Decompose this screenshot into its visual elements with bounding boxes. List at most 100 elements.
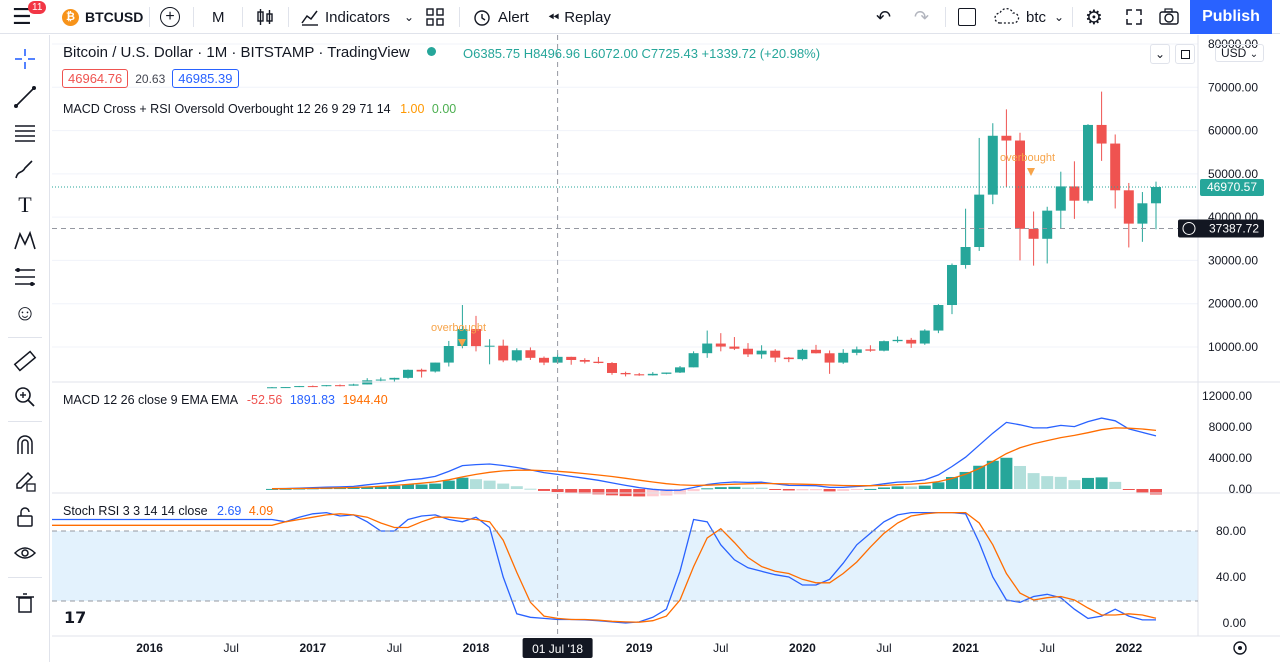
prediction-tool[interactable] bbox=[0, 259, 50, 295]
ruler-icon bbox=[13, 350, 37, 372]
rewind-icon: ⏪︎ bbox=[548, 8, 560, 25]
macd-histogram-bar bbox=[578, 489, 591, 494]
time-axis-label: Jul bbox=[1040, 641, 1055, 655]
candle-body bbox=[743, 348, 753, 355]
fullscreen-button[interactable] bbox=[1124, 0, 1144, 34]
candle-body bbox=[783, 357, 794, 360]
trash-icon bbox=[16, 593, 34, 613]
publish-button[interactable]: Publish bbox=[1190, 0, 1272, 34]
maximize-pane-button[interactable] bbox=[1175, 44, 1195, 64]
fib-retracement-icon bbox=[15, 125, 35, 142]
chart-title[interactable]: Bitcoin / U.S. Dollar · 1M · BITSTAMP · … bbox=[63, 44, 410, 61]
chevron-down-icon: ⌄ bbox=[1154, 47, 1166, 61]
brush-tool[interactable] bbox=[0, 151, 50, 187]
menu-button[interactable]: ☰ bbox=[12, 0, 32, 34]
stoch-axis-label: 40.00 bbox=[1216, 570, 1246, 584]
macd-histogram-bar bbox=[837, 489, 850, 491]
bid-price[interactable]: 46964.76 bbox=[62, 69, 129, 88]
interval-button[interactable]: M bbox=[212, 0, 225, 34]
compare-button[interactable]: + bbox=[160, 0, 180, 34]
stay-in-drawing-tool[interactable] bbox=[0, 463, 50, 499]
candle-body bbox=[715, 343, 726, 347]
candle-body bbox=[933, 305, 944, 331]
templates-button[interactable] bbox=[425, 0, 445, 34]
candle-body bbox=[443, 346, 454, 363]
chevron-down-icon[interactable]: ⌄ bbox=[404, 10, 415, 24]
gear-icon: ⚙︎ bbox=[1085, 6, 1103, 29]
plus-circle-icon: + bbox=[160, 7, 180, 27]
settings-button[interactable]: ⚙︎ bbox=[1085, 0, 1103, 34]
candle-body bbox=[892, 339, 903, 342]
cloud-icon bbox=[994, 7, 1020, 24]
candle-body bbox=[321, 385, 332, 387]
collapse-legend-button[interactable]: ⌄ bbox=[1150, 44, 1170, 64]
candle-body bbox=[634, 374, 645, 376]
stoch-k-line bbox=[52, 511, 1156, 624]
candle-body bbox=[1096, 124, 1107, 144]
replay-button[interactable]: ⏪︎ Replay bbox=[548, 0, 611, 34]
pattern-tool[interactable] bbox=[0, 223, 50, 259]
icons-tool[interactable]: ☺ bbox=[0, 295, 50, 331]
crosshair-date-value: 01 Jul '18 bbox=[532, 642, 583, 656]
undo-button[interactable]: ↶ bbox=[876, 0, 891, 34]
candle-body bbox=[389, 377, 400, 380]
macd-histogram-bar bbox=[510, 486, 523, 489]
crosshair-tool[interactable] bbox=[0, 41, 50, 77]
lock-drawings-tool[interactable] bbox=[0, 499, 50, 535]
zoom-tool[interactable] bbox=[0, 379, 50, 415]
chevron-down-icon: ⌄ bbox=[1054, 10, 1065, 24]
candles bbox=[267, 91, 1161, 389]
indicators-button[interactable]: Indicators ⌄ bbox=[300, 0, 414, 34]
macd-histogram-bar bbox=[932, 482, 945, 489]
macd-histogram-bar bbox=[279, 488, 292, 490]
text-tool[interactable]: T bbox=[0, 187, 50, 223]
layout-button[interactable] bbox=[958, 0, 976, 34]
indicators-label: Indicators bbox=[325, 8, 391, 26]
magnet-tool[interactable] bbox=[0, 427, 50, 463]
chart-type-button[interactable] bbox=[255, 0, 275, 34]
redo-button[interactable]: ↷ bbox=[914, 0, 929, 34]
price-axis-label: 70000.00 bbox=[1208, 80, 1258, 94]
time-axis-label: 2022 bbox=[1115, 641, 1142, 655]
measure-tool[interactable] bbox=[0, 343, 50, 379]
currency-selector[interactable]: USD ⌄ bbox=[1215, 44, 1265, 62]
macd-histogram-bar bbox=[606, 489, 618, 496]
macd-histogram-bar bbox=[1122, 489, 1135, 490]
alert-button[interactable]: Alert bbox=[472, 0, 529, 34]
price-axis-label: 60000.00 bbox=[1208, 124, 1258, 138]
overbought-label-2: overbought bbox=[1000, 152, 1055, 164]
trend-line-tool[interactable] bbox=[0, 79, 50, 115]
add-crosshair-icon[interactable] bbox=[1182, 221, 1196, 235]
macd-histogram-bar bbox=[810, 489, 822, 491]
stoch-axis-label: 0.00 bbox=[1223, 616, 1247, 630]
candle-body bbox=[403, 369, 413, 378]
stoch-legend[interactable]: Stoch RSI 3 3 14 14 close 2.69 4.09 bbox=[63, 504, 273, 518]
candle-body bbox=[1042, 210, 1053, 239]
candle-body bbox=[457, 329, 468, 347]
snapshot-button[interactable] bbox=[1158, 0, 1180, 34]
hide-drawings-tool[interactable] bbox=[0, 535, 50, 571]
candle-body bbox=[661, 372, 672, 374]
time-axis-labels: 2016Jul2017Jul2018Jul2019Jul2020Jul2021J… bbox=[136, 641, 1142, 655]
strategy-legend[interactable]: MACD Cross + RSI Oversold Overbought 12 … bbox=[63, 102, 456, 116]
remove-drawings-tool[interactable] bbox=[0, 585, 50, 621]
candle-body bbox=[484, 345, 495, 347]
time-settings-gear-icon[interactable] bbox=[1233, 641, 1247, 655]
macd-histogram-bar bbox=[905, 486, 918, 489]
candle-body bbox=[865, 349, 876, 351]
candle-body bbox=[675, 367, 685, 373]
macd-histogram-bar bbox=[973, 465, 986, 489]
macd-legend[interactable]: MACD 12 26 close 9 EMA EMA -52.56 1891.8… bbox=[63, 393, 388, 407]
macd-histogram-bar bbox=[959, 471, 972, 489]
chevron-down-icon: ⌄ bbox=[1249, 49, 1259, 60]
ask-price[interactable]: 46985.39 bbox=[172, 69, 239, 88]
symbol-search[interactable]: ₿ BTCUSD bbox=[62, 0, 143, 34]
drawing-toolbar: T ☺ bbox=[0, 35, 50, 662]
fib-tool[interactable] bbox=[0, 115, 50, 151]
layout-dropdown[interactable]: ⌄ bbox=[1054, 0, 1064, 34]
eye-icon bbox=[13, 547, 37, 559]
stoch-band bbox=[52, 531, 1198, 601]
cloud-layout-button[interactable]: btc bbox=[994, 0, 1046, 34]
crosshair-price-tag bbox=[1178, 219, 1264, 238]
